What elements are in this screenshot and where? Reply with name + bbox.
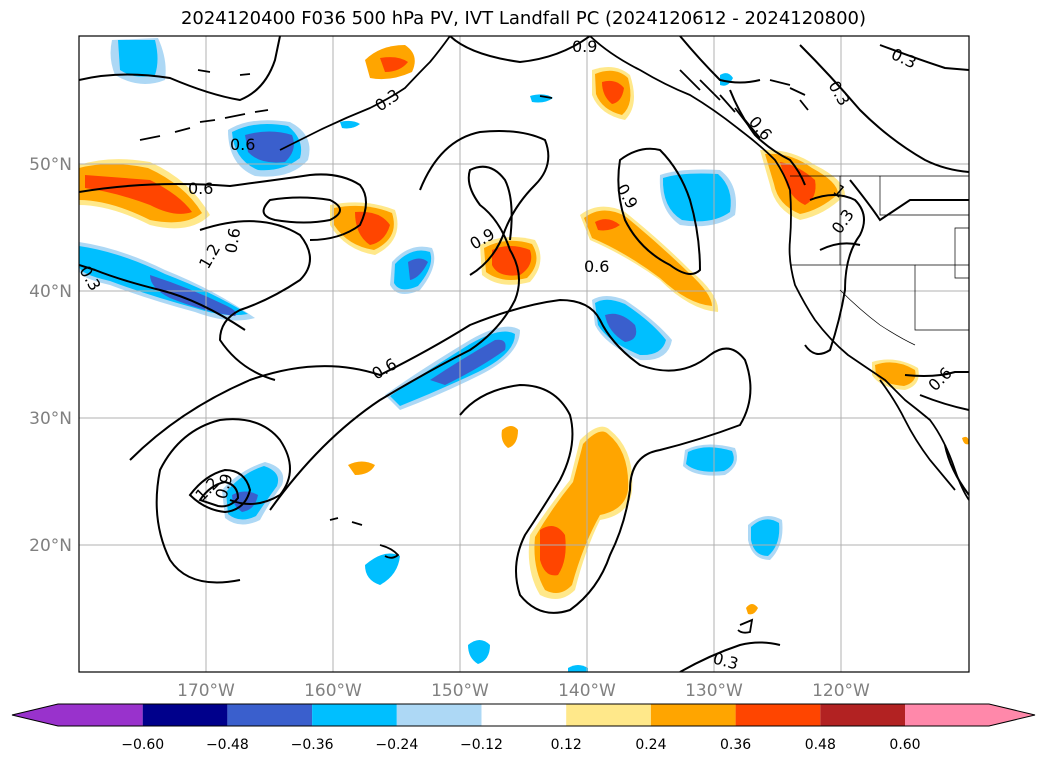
pv-positive-region [746,604,758,615]
figure-title: 2024120400 F036 500 hPa PV, IVT Landfall… [180,8,867,29]
lat-label: 40°N [29,282,72,302]
colorbar-tick-label: 0.60 [889,737,920,753]
colorbar-segment [735,704,821,726]
lon-label: 160°W [304,681,362,701]
pv-positive-region [780,162,816,205]
colorbar: −0.60 −0.48 −0.36 −0.24 −0.12 0.12 0.24 … [11,703,1036,753]
lat-label: 20°N [29,536,72,556]
colorbar-segment [58,704,143,726]
pv-negative-region [686,447,734,472]
colorbar-tick-label: −0.36 [291,737,334,753]
colorbar-tick-label: −0.48 [206,737,249,753]
pv-positive-region [492,246,532,276]
colorbar-tick-label: −0.24 [375,737,418,753]
pv-shading [79,38,969,672]
colorbar-tick-label: 0.24 [635,737,666,753]
colorbar-tick-label: −0.60 [121,737,164,753]
ivt-contours [79,36,969,672]
lon-label: 130°W [685,681,743,701]
pv-negative-region [568,665,588,672]
pv-negative-region [245,131,294,163]
colorbar-segment [566,704,651,726]
pv-negative-region [408,258,428,280]
pv-positive-region [501,426,518,448]
colorbar-segment [905,704,989,726]
contour-label: 0.9 [572,37,597,56]
colorbar-segment [481,704,567,726]
pv-positive-region [85,175,192,214]
pv-negative-region [430,339,506,385]
lat-labels: 20°N 30°N 40°N 50°N [29,155,72,556]
lon-label: 120°W [812,681,870,701]
pv-positive-region [595,219,620,231]
colorbar-extend-low [12,704,58,726]
pv-positive-region [380,57,408,72]
pv-negative-region [340,120,360,129]
colorbar-tick-label: 0.48 [805,737,836,753]
contour-label: 0.6 [221,226,244,254]
pv-positive-region [602,80,624,104]
colorbar-outline [11,703,1036,727]
pv-negative-region [468,640,490,664]
colorbar-segment [650,704,736,726]
pv-positive-region [348,461,375,475]
colorbar-segment [227,704,313,726]
pv-negative-region [365,553,400,585]
colorbar-segment [396,704,482,726]
lat-label: 50°N [29,155,72,175]
pv-negative-region [605,313,637,342]
lon-labels: 170°W 160°W 150°W 140°W 130°W 120°W [177,681,870,701]
state-borders [790,175,969,346]
map-frame [78,35,970,673]
lat-label: 30°N [29,409,72,429]
colorbar-segment [312,704,397,726]
pv-negative-region [150,275,237,316]
gridlines [79,36,969,672]
pv-negative-region [118,40,158,77]
colorbar-extend-high [989,704,1035,726]
colorbar-tick-label: 0.36 [720,737,751,753]
contour-label: 0.6 [188,179,213,198]
pv-positive-region [584,210,712,306]
colorbar-tick-label: −0.12 [460,737,503,753]
contour-label: 0.3 [711,649,741,674]
contour-label: 0.6 [230,135,255,154]
coastlines [139,36,969,634]
pv-positive-region [540,526,566,576]
lon-label: 140°W [558,681,616,701]
colorbar-segment [142,704,228,726]
colorbar-tick-label: 0.12 [551,737,582,753]
lon-label: 170°W [177,681,235,701]
contour-label: 0.6 [584,257,609,276]
map-plot-area: 0.9 0.3 0.3 0.6 0.3 0.6 0.6 0.6 0.9 1.2 … [79,36,969,674]
pv-positive-region [962,436,969,445]
pv-negative-region [751,519,780,556]
pv-positive-region [355,211,390,245]
lon-label: 150°W [431,681,489,701]
colorbar-segment [820,704,905,726]
